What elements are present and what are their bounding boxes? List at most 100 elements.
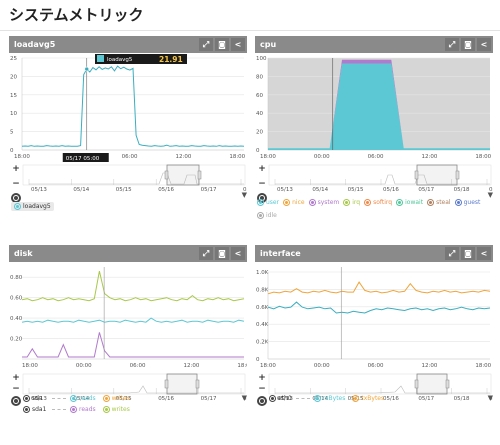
checkbox-icon [343,199,351,206]
nav-tick-label: 05/17 [201,187,217,193]
nav-tick-label: 05/16 [158,187,174,193]
nav-tick-label: 05/13 [277,396,293,402]
dropdown-icon[interactable]: ▼ [487,191,493,199]
nav-tick-label: 05/17 [418,187,434,193]
nav-tick-label: 05/19 [489,396,493,402]
legend-label: softirq [373,199,393,206]
checkbox-icon[interactable] [313,395,321,402]
expand-icon[interactable]: ⤢ [445,247,459,260]
checkbox-icon[interactable] [269,395,276,402]
share-icon[interactable]: < [231,247,245,260]
panel-interface: interface ⤢ ◙ < 1.0K 0.8K 0.6K 0.4K 0.2K 0 18:… [255,245,493,445]
dropdown-icon[interactable]: ▼ [241,191,247,199]
legend-item-system[interactable]: system [308,199,339,206]
y-tick-label: 0.80 [10,275,23,281]
legend-label: rxBytes [322,395,346,402]
zoom-in-button[interactable]: + [12,373,20,383]
legend-item-irq[interactable]: irq [343,199,360,206]
navigator[interactable]: 05/13 05/14 05/15 05/16 05/17 05/18 [9,372,247,402]
navigator-track [22,164,246,186]
checkbox-icon [308,199,316,206]
legend-item-nice[interactable]: nice [283,199,305,206]
panel-title: cpu [260,40,277,49]
checkbox-icon[interactable] [70,395,77,402]
zoom-out-button[interactable]: − [12,384,20,394]
zoom-in-button[interactable]: + [12,164,20,174]
checkbox-icon [283,199,291,206]
legend-item[interactable]: loadavg5 [11,202,54,211]
checkbox-icon[interactable] [23,406,30,413]
rxBytes-line [267,301,491,314]
legend-label: user [266,199,280,206]
navigator[interactable]: 05/13 05/14 05/15 05/16 05/17 05/18 05/19 [255,163,493,193]
zoom-in-button[interactable]: + [258,164,266,174]
x-tick-label: 18:00 [260,363,276,369]
nav-handle-right [455,170,460,180]
checkbox-icon[interactable] [102,395,110,402]
legend-item-user[interactable]: user [257,199,279,206]
share-icon[interactable]: < [477,38,491,51]
expand-icon[interactable]: ⤢ [199,38,213,51]
y-tick-label: 80 [256,74,263,80]
panel-header: disk ⤢ ◙ < [9,245,247,262]
checkbox-icon[interactable] [352,395,360,402]
navigator[interactable]: 05/13 05/14 05/15 05/16 05/17 05/18 [9,163,247,193]
legend-label: writes [111,406,130,413]
page-title: システムメトリック [9,6,144,24]
y-tick-label: 20 [256,130,263,136]
y-tick-label: 20 [10,74,17,80]
zoom-in-button[interactable]: + [258,373,266,383]
camera-icon[interactable]: ◙ [215,247,229,260]
tooltip-series-label: loadavg5 [107,57,133,63]
select-all-toggle[interactable] [257,396,267,406]
checkbox-icon [257,212,264,219]
checkbox-icon[interactable] [70,406,77,413]
legend-item-steal[interactable]: steal [427,199,451,206]
legend-label: idle [266,212,277,219]
select-all-toggle[interactable] [11,396,21,406]
device-row-sda: sda reads writes [23,395,130,402]
legend-item-softirq[interactable]: softirq [364,199,392,206]
panel-title: disk [14,249,33,258]
zoom-out-button[interactable]: − [258,179,266,189]
zoom-out-button[interactable]: − [12,179,20,189]
nav-tick-label: 05/15 [116,396,132,402]
legend-item-idle[interactable]: idle [257,212,277,219]
checkbox-icon[interactable] [102,406,110,413]
dropdown-icon[interactable]: ▼ [487,394,493,402]
x-tick-label: 12:00 [184,363,200,369]
tooltip-box [95,54,187,64]
nav-tick-label: 05/15 [116,187,132,193]
camera-icon[interactable]: ◙ [461,38,475,51]
checkbox-icon[interactable] [23,395,30,402]
nav-handle-left [164,379,169,389]
camera-icon[interactable]: ◙ [461,247,475,260]
tooltip-swatch [97,55,104,62]
expand-icon[interactable]: ⤢ [445,38,459,51]
zoom-out-button[interactable]: − [258,384,266,394]
share-icon[interactable]: < [477,247,491,260]
expand-icon[interactable]: ⤢ [199,247,213,260]
x-tick-label: 18:00 [229,154,245,160]
nav-tick-label: 05/14 [73,396,89,402]
nav-handle-right [195,379,200,389]
nav-handle-right [197,170,202,180]
nav-tick-label: 05/14 [312,187,328,193]
legend-item-iowait[interactable]: iowait [396,199,423,206]
dropdown-icon[interactable]: ▼ [241,394,247,402]
legend-item-guest[interactable]: guest [454,199,480,206]
device-label: eth0 [278,395,292,402]
checkbox-icon [14,203,21,210]
x-tick-label: 18:00 [22,363,38,369]
nav-selection [416,164,458,186]
share-icon[interactable]: < [231,38,245,51]
title-divider [0,30,500,31]
chart-area[interactable]: 0.80 0.60 0.40 0.20 18:00 00:00 06:00 12:00 18:0… [9,263,247,371]
chart-area[interactable]: 252015105018:0000:0006:0012:0018:00loada… [9,54,247,162]
nav-tick-label: 05/16 [383,396,399,402]
camera-icon[interactable]: ◙ [215,38,229,51]
x-tick-label: 18:00 [237,363,247,369]
nav-tick-label: 05/18 [243,187,247,193]
